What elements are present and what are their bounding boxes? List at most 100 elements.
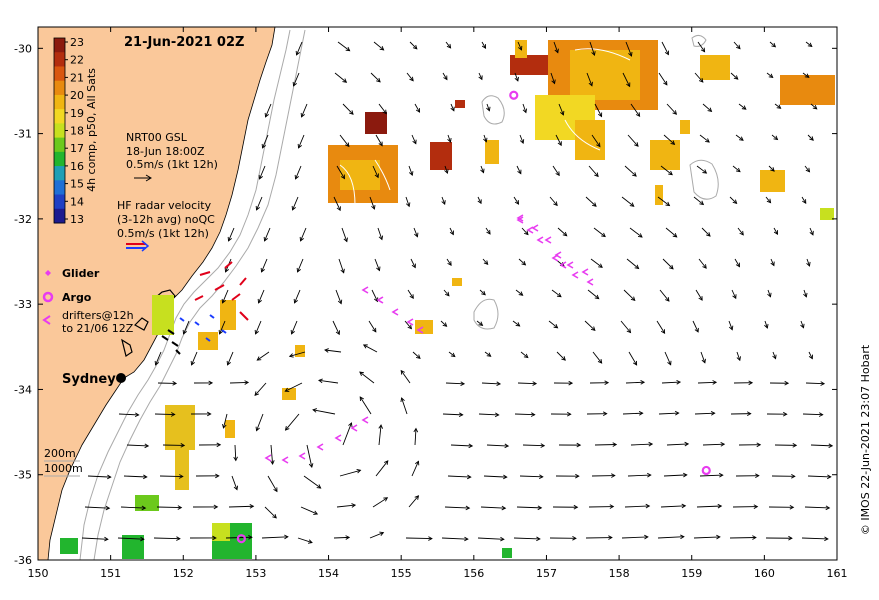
current-arrowhead <box>218 329 223 335</box>
current-arrow <box>622 72 631 87</box>
current-arrow <box>450 444 473 447</box>
current-arrowhead <box>179 474 184 479</box>
current-arrowhead <box>706 232 711 237</box>
current-arrowhead <box>746 411 752 417</box>
current-arrowhead <box>808 354 813 360</box>
current-arrowhead <box>515 322 521 327</box>
current-arrowhead <box>572 535 577 541</box>
argo-marker-icon <box>42 291 54 303</box>
current-arrow <box>410 258 416 268</box>
current-arrow <box>628 351 638 366</box>
current-arrowhead <box>648 441 654 447</box>
current-arrow <box>369 196 375 210</box>
current-arrowhead <box>374 173 379 179</box>
current-arrow <box>729 537 756 539</box>
current-arrow <box>446 258 452 266</box>
current-arrow <box>656 320 666 334</box>
current-arrow <box>702 443 725 446</box>
current-arrow <box>738 103 747 110</box>
current-arrow <box>414 428 417 446</box>
current-arrow <box>441 537 468 540</box>
current-arrow <box>627 474 651 477</box>
current-arrow <box>258 289 265 304</box>
current-arrow <box>558 103 564 116</box>
current-arrowhead <box>343 237 348 243</box>
argo-legend: Argo <box>42 291 92 304</box>
sst-isotherms <box>339 48 631 206</box>
current-arrowhead <box>308 463 314 469</box>
current-arrowhead <box>556 292 562 298</box>
x-tick-label: 160 <box>754 567 775 580</box>
current-arrowhead <box>596 142 601 148</box>
surface-current-arrows <box>81 41 834 544</box>
current-arrow <box>552 165 560 176</box>
current-arrow <box>336 165 345 179</box>
current-arrowhead <box>254 391 259 396</box>
current-arrow <box>408 495 419 508</box>
current-arrow <box>231 475 238 490</box>
current-arrow <box>292 196 299 211</box>
current-arrowhead <box>405 202 411 208</box>
current-arrow <box>521 227 529 235</box>
current-arrow <box>256 413 264 431</box>
current-arrowhead <box>224 267 229 273</box>
current-arrow <box>630 103 640 117</box>
current-arrow <box>630 443 653 446</box>
current-arrowhead <box>502 474 508 480</box>
drifter-position <box>281 456 289 464</box>
current-arrow <box>441 196 446 205</box>
current-arrow <box>337 41 350 52</box>
argo-floats <box>236 90 711 544</box>
current-arrow <box>659 289 670 302</box>
current-arrowhead <box>481 290 486 296</box>
current-arrow <box>624 505 650 508</box>
current-arrow <box>557 227 568 237</box>
current-arrowhead <box>772 354 777 360</box>
current-arrow <box>450 103 455 111</box>
colorbar-tick-label: 23 <box>70 36 84 49</box>
current-arrowhead <box>449 230 454 236</box>
current-arrowhead <box>216 442 222 448</box>
current-arrowhead <box>553 201 558 207</box>
current-arrow <box>478 72 483 80</box>
current-arrow <box>516 506 542 509</box>
current-arrowhead <box>612 442 618 447</box>
x-tick-label: 158 <box>609 567 630 580</box>
current-arrow <box>695 289 703 301</box>
colorbar-swatch <box>54 208 65 224</box>
current-arrowhead <box>465 505 471 511</box>
current-arrowhead <box>300 112 305 118</box>
current-arrow <box>809 227 814 236</box>
current-arrowhead <box>782 411 788 417</box>
current-arrowhead <box>802 199 807 204</box>
current-arrow <box>404 320 412 329</box>
current-arrow <box>339 469 361 477</box>
colorbar-swatch <box>54 123 65 139</box>
current-arrow <box>697 381 717 384</box>
current-arrow <box>693 196 704 205</box>
current-arrowhead <box>483 137 488 143</box>
current-arrow <box>702 103 712 112</box>
current-arrowhead <box>524 230 529 236</box>
current-arrowhead <box>626 82 631 88</box>
drifter-position <box>264 454 272 462</box>
current-arrow <box>620 320 631 333</box>
current-arrowhead <box>170 412 176 417</box>
current-arrowhead <box>176 536 181 541</box>
current-arrowhead <box>718 472 724 478</box>
current-arrowhead <box>634 142 639 147</box>
current-arrowhead <box>753 504 759 509</box>
current-arrow <box>375 134 383 146</box>
drifter-position <box>526 226 534 234</box>
colorbar-label: 4h comp, p50, All Sats <box>85 68 98 192</box>
current-arrowhead <box>428 536 433 541</box>
svg-text:(3-12h avg) noQC: (3-12h avg) noQC <box>117 213 215 226</box>
current-arrow <box>227 351 234 366</box>
current-arrow <box>660 165 673 176</box>
drifter-position <box>391 308 399 316</box>
drifter-position <box>531 224 539 232</box>
current-arrow <box>444 165 448 174</box>
current-arrowhead <box>222 423 227 429</box>
current-arrowhead <box>755 473 760 479</box>
current-arrowhead <box>324 348 329 353</box>
